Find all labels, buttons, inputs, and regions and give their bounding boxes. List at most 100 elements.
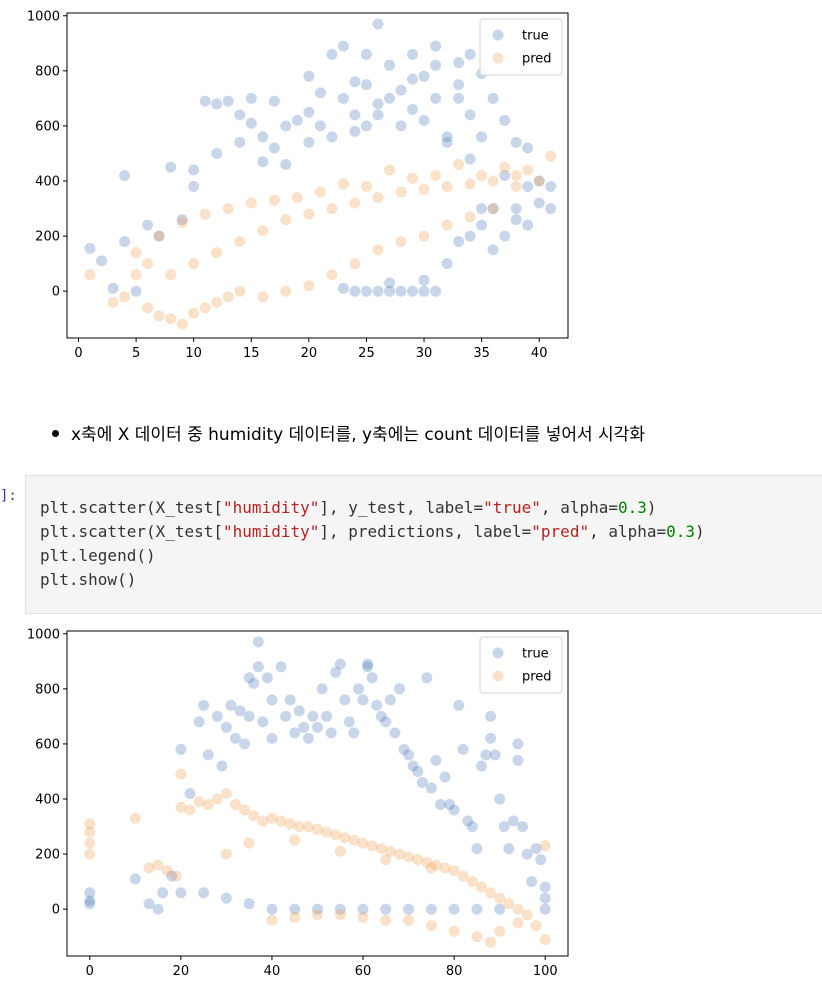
data-point xyxy=(498,821,510,833)
data-point xyxy=(130,269,142,281)
data-point xyxy=(199,208,211,220)
data-point xyxy=(457,743,469,755)
data-point xyxy=(303,106,315,118)
data-point xyxy=(375,843,387,855)
data-point xyxy=(503,898,515,910)
data-point xyxy=(425,862,437,874)
series-pred xyxy=(84,150,557,330)
data-point xyxy=(510,136,522,148)
y-tick-label: 1000 xyxy=(27,627,60,642)
data-point xyxy=(360,79,372,91)
data-point xyxy=(389,727,401,739)
data-point xyxy=(84,818,96,830)
data-point xyxy=(448,903,460,915)
data-point xyxy=(289,727,301,739)
data-point xyxy=(407,285,418,297)
code-line: plt.scatter(X_test["humidity"], y_test, … xyxy=(40,498,657,517)
data-point xyxy=(293,705,305,717)
data-point xyxy=(152,903,164,915)
code-cell[interactable]: plt.scatter(X_test["humidity"], y_test, … xyxy=(25,475,822,614)
data-point xyxy=(517,821,528,833)
data-point xyxy=(266,812,278,824)
data-point xyxy=(153,230,165,242)
data-point xyxy=(199,95,211,107)
data-point xyxy=(142,258,154,270)
data-point xyxy=(211,710,223,722)
data-point xyxy=(184,788,196,799)
data-point xyxy=(243,672,255,684)
data-point xyxy=(512,738,524,750)
data-point xyxy=(188,258,200,270)
data-point xyxy=(464,109,476,121)
legend-box xyxy=(479,636,563,694)
data-point xyxy=(418,285,430,297)
data-point xyxy=(119,291,131,303)
data-point xyxy=(222,95,234,107)
data-point xyxy=(257,815,269,827)
data-point xyxy=(510,203,522,215)
data-point xyxy=(357,837,369,849)
code-editor[interactable]: plt.scatter(X_test["humidity"], y_test, … xyxy=(40,496,705,592)
data-point xyxy=(539,881,551,893)
data-point xyxy=(512,754,524,766)
data-point xyxy=(466,876,478,888)
data-point xyxy=(533,175,545,187)
data-point xyxy=(360,181,372,192)
data-point xyxy=(280,214,292,226)
legend-label: pred xyxy=(522,52,552,67)
data-point xyxy=(280,710,292,722)
data-point xyxy=(349,197,361,209)
scatter-plot-humidity: 0 20 40 60 80 100 0 200 400 600 800 1000 true pred xyxy=(27,626,580,988)
data-point xyxy=(384,59,395,71)
data-point xyxy=(372,98,384,110)
data-point xyxy=(84,898,96,910)
data-point xyxy=(84,269,96,281)
data-point xyxy=(439,862,451,874)
data-point xyxy=(462,815,474,827)
data-point xyxy=(441,131,453,143)
data-point xyxy=(239,738,251,750)
data-point xyxy=(334,658,346,670)
data-point xyxy=(307,710,319,722)
data-point xyxy=(234,136,246,148)
data-point xyxy=(84,837,96,849)
y-tick-label: 200 xyxy=(35,230,60,245)
data-point xyxy=(476,131,488,143)
data-point xyxy=(503,843,515,855)
data-point xyxy=(280,285,292,297)
data-point xyxy=(384,845,396,857)
data-point xyxy=(202,749,214,761)
data-point xyxy=(337,40,349,52)
data-point xyxy=(303,70,315,82)
data-point xyxy=(412,766,424,777)
data-point xyxy=(349,109,361,121)
data-point xyxy=(448,925,460,937)
data-point xyxy=(257,225,269,237)
data-point xyxy=(166,870,178,882)
data-point xyxy=(407,48,418,60)
data-point xyxy=(211,296,223,308)
data-point xyxy=(403,903,415,915)
data-point xyxy=(293,821,305,833)
series-true xyxy=(84,18,557,297)
data-point xyxy=(418,230,430,242)
code-line: plt.legend() xyxy=(40,546,156,565)
data-point xyxy=(471,843,483,855)
x-tick-label: 30 xyxy=(416,346,433,361)
data-point xyxy=(220,892,232,904)
series-true xyxy=(84,636,551,915)
data-point xyxy=(453,57,465,69)
data-point xyxy=(418,70,430,82)
data-point xyxy=(257,131,269,143)
data-point xyxy=(430,859,442,871)
x-tick-label: 25 xyxy=(358,346,375,361)
data-point xyxy=(202,799,214,810)
data-point xyxy=(230,799,241,810)
data-point xyxy=(334,845,346,857)
data-point xyxy=(476,219,488,231)
data-point xyxy=(193,716,205,728)
data-point xyxy=(510,181,522,192)
data-point xyxy=(372,192,384,203)
data-point xyxy=(407,73,418,85)
data-point xyxy=(357,911,369,923)
